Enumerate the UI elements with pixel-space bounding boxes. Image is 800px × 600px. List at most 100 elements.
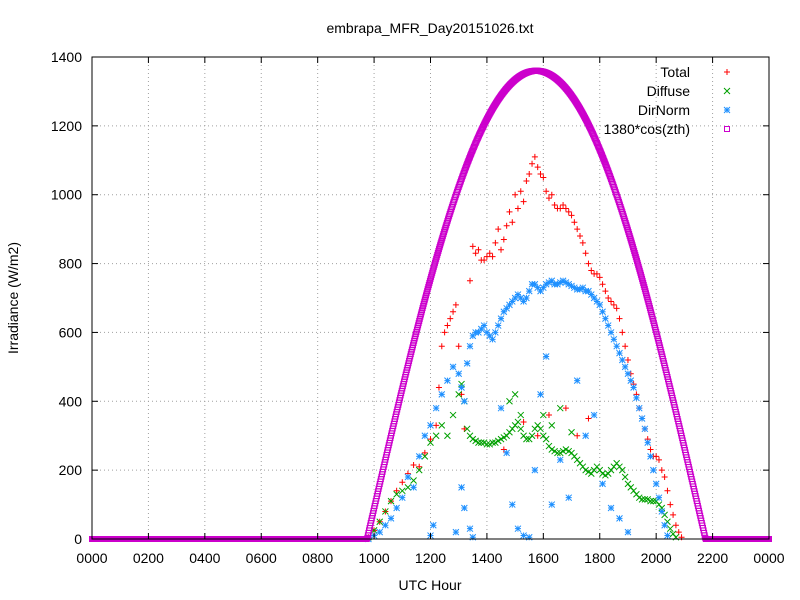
legend-label: Diffuse: [647, 83, 691, 99]
data-point: [666, 525, 674, 533]
data-point: [469, 533, 477, 541]
data-point: [486, 250, 493, 257]
curve-point: [439, 234, 446, 241]
data-point: [596, 274, 603, 281]
data-point: [393, 490, 401, 498]
data-point: [460, 397, 468, 405]
data-point: [616, 514, 623, 522]
data-point: [664, 532, 671, 539]
data-point: [585, 415, 592, 422]
data-point: [438, 391, 446, 398]
data-point: [475, 439, 482, 446]
curve-point: [626, 230, 633, 237]
data-point: [393, 487, 400, 494]
data-point: [565, 280, 573, 288]
x-tick-label: 0400: [189, 550, 220, 566]
data-point: [520, 198, 527, 205]
data-point: [545, 412, 552, 419]
curve-point: [634, 259, 641, 266]
data-point: [647, 497, 654, 505]
data-point: [435, 384, 442, 391]
data-point: [548, 277, 556, 285]
x-tick-label: 0600: [246, 550, 277, 566]
data-point: [554, 280, 561, 288]
data-point: [554, 449, 561, 457]
axes: 0000 0200 0400 0600 0800 1000 1200 1400 1600 1800…: [51, 49, 785, 566]
data-point: [610, 335, 618, 343]
data-point: [571, 219, 578, 226]
data-point: [444, 322, 451, 329]
data-point: [483, 253, 490, 260]
data-point: [455, 370, 463, 378]
data-point: [494, 322, 502, 329]
data-point: [489, 439, 496, 446]
data-point: [568, 428, 575, 436]
curve-point: [434, 249, 441, 256]
data-point: [574, 432, 581, 439]
data-point: [602, 288, 609, 295]
data-point: [497, 404, 505, 412]
data-point: [608, 298, 615, 305]
data-point: [652, 480, 660, 488]
y-axis-label: Irradiance (W/m2): [5, 242, 21, 354]
data-point: [433, 422, 440, 429]
curve-point: [631, 249, 638, 256]
data-point: [455, 343, 462, 350]
data-point: [481, 257, 488, 264]
data-point: [624, 356, 631, 363]
data-point: [556, 456, 564, 464]
data-point: [517, 188, 524, 195]
x-tick-label: 1200: [415, 550, 446, 566]
data-point: [469, 243, 476, 250]
data-point: [517, 294, 525, 302]
data-point: [525, 287, 533, 295]
x-tick-label: 2000: [641, 550, 672, 566]
data-point: [427, 422, 434, 429]
data-point: [503, 222, 510, 229]
curve-point: [631, 248, 638, 255]
curve-point: [630, 246, 637, 253]
data-point: [438, 343, 445, 350]
data-point: [613, 305, 620, 312]
data-point: [525, 533, 533, 541]
data-point: [520, 298, 527, 305]
data-point: [528, 432, 536, 440]
data-point: [616, 349, 623, 357]
data-point: [582, 432, 589, 440]
data-point: [492, 329, 499, 336]
data-point: [415, 466, 423, 474]
plot-series: [89, 67, 772, 543]
data-point: [382, 521, 389, 529]
curve-point: [624, 227, 631, 234]
data-point: [514, 205, 521, 212]
data-point: [540, 174, 547, 181]
legend-label: DirNorm: [638, 102, 690, 118]
x-tick-label: 1000: [359, 550, 390, 566]
data-point: [410, 461, 417, 468]
data-point: [565, 208, 572, 215]
data-point: [460, 504, 468, 512]
legend: Total Diffuse DirNorm 1380*cos(zth): [604, 64, 731, 137]
data-point: [599, 480, 606, 488]
data-point: [447, 315, 454, 322]
data-point: [610, 301, 617, 308]
data-point: [618, 356, 626, 364]
data-point: [514, 525, 522, 533]
data-point: [630, 384, 637, 391]
data-point: [579, 239, 586, 246]
curve-point: [440, 230, 447, 237]
data-point: [661, 521, 668, 529]
data-point: [539, 284, 547, 292]
data-point: [627, 377, 635, 384]
y-tick-label: 0: [74, 531, 82, 547]
data-point: [638, 415, 646, 422]
data-point: [466, 342, 474, 350]
data-point: [607, 329, 615, 336]
y-tick-label: 800: [59, 256, 83, 272]
data-point: [562, 279, 570, 286]
data-point: [599, 308, 606, 316]
x-tick-label: 1600: [528, 550, 559, 566]
data-point: [514, 291, 522, 298]
grid-lines: [92, 57, 769, 539]
data-point: [647, 446, 654, 453]
